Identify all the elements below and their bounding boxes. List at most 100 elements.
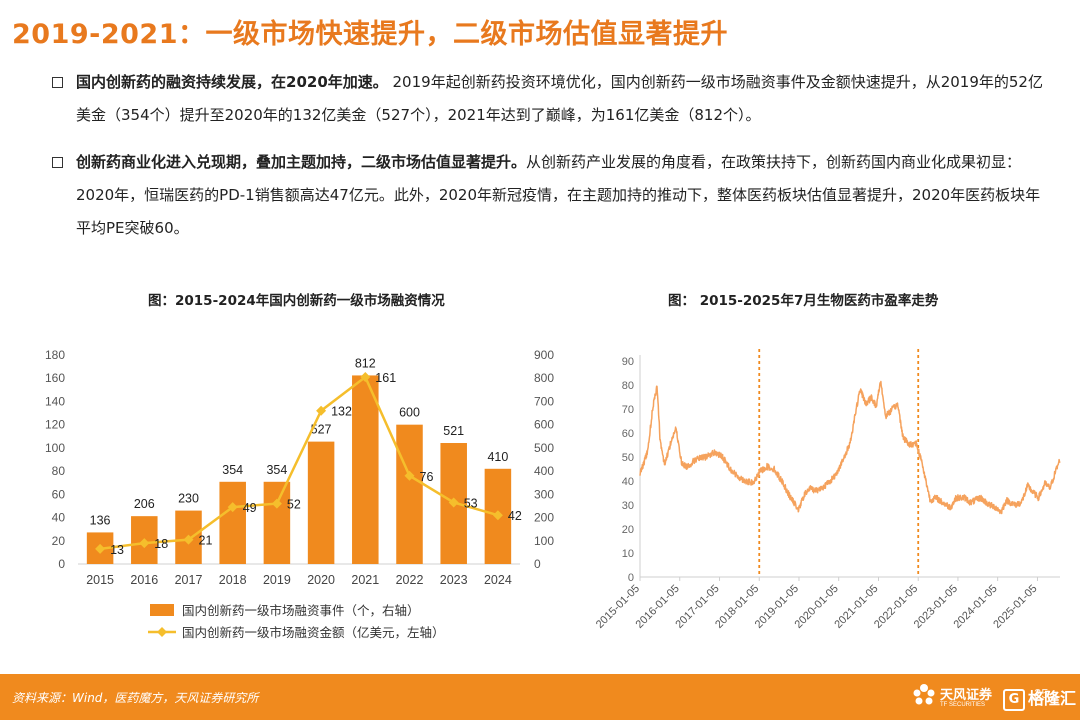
- y-left-tick-label: 140: [45, 394, 65, 408]
- x-tick-label: 2023: [440, 573, 468, 587]
- bar-data-label: 410: [487, 450, 508, 464]
- bar: [263, 481, 291, 564]
- legend-bar-label: 国内创新药一级市场融资事件（个，右轴）: [182, 603, 420, 618]
- line-point: [183, 534, 194, 545]
- line-point: [95, 543, 106, 554]
- bar: [307, 441, 335, 564]
- x-tick-label: 2022: [396, 573, 424, 587]
- x-tick-label: 2021: [351, 573, 379, 587]
- x-tick-label: 2016: [130, 573, 158, 587]
- y-left-tick-label: 60: [52, 487, 66, 501]
- line-point: [271, 498, 282, 509]
- line-point: [316, 405, 327, 416]
- y-right-tick-label: 700: [534, 394, 554, 408]
- pe-line: [639, 380, 1061, 515]
- y-tick-label: 50: [622, 452, 634, 464]
- brand-name-en: TF SECURITIES: [940, 702, 986, 708]
- bar-data-label: 230: [178, 492, 199, 506]
- bar-data-label: 812: [355, 356, 376, 370]
- footer-bar: 资料来源：Wind，医药魔方，天风证券研究所 天风证券 TF SECURITIE…: [0, 674, 1080, 720]
- bar-data-label: 521: [443, 424, 464, 438]
- line-point: [227, 502, 238, 513]
- y-left-tick-label: 120: [45, 418, 65, 432]
- y-left-tick-label: 0: [58, 557, 65, 571]
- legend-line-label: 国内创新药一级市场融资金额（亿美元，左轴）: [182, 625, 445, 640]
- line-data-label: 49: [243, 501, 257, 515]
- y-tick-label: 90: [622, 356, 634, 368]
- y-tick-label: 0: [628, 572, 634, 584]
- line-point: [360, 372, 371, 383]
- bar-data-label: 136: [90, 513, 111, 527]
- brand2-name: 格隆汇: [1028, 689, 1077, 708]
- y-right-tick-label: 300: [534, 487, 554, 501]
- line-point: [139, 538, 150, 549]
- x-tick-label: 2019: [263, 573, 291, 587]
- line-point: [448, 497, 459, 508]
- bar: [396, 424, 423, 564]
- bar-data-label: 354: [222, 463, 243, 477]
- line-data-label: 161: [375, 371, 396, 385]
- g-logo-icon: G: [1003, 688, 1025, 711]
- pe-chart: 01020304050607080902015-01-052016-01-052…: [594, 349, 1061, 631]
- y-tick-label: 30: [622, 500, 634, 512]
- bar: [352, 375, 379, 564]
- square-bullet-icon: [52, 77, 63, 88]
- x-tick-label: 2025-01-05: [991, 583, 1039, 631]
- slide-title: 2019-2021：一级市场快速提升，二级市场估值显著提升: [12, 19, 728, 50]
- y-right-tick-label: 800: [534, 371, 554, 385]
- pe-chart-title: 图： 2015-2025年7月生物医药市盈率走势: [668, 293, 939, 309]
- y-tick-label: 20: [622, 524, 634, 536]
- bullet-body: 2019年起创新药投资环境优化，国内创新药一级市场融资事件及金额快速提升，从20…: [76, 73, 1043, 124]
- x-tick-label: 2015: [86, 573, 114, 587]
- bar-data-label: 206: [134, 497, 155, 511]
- line-data-label: 76: [420, 470, 434, 484]
- y-left-tick-label: 160: [45, 371, 65, 385]
- line-data-label: 132: [331, 405, 352, 419]
- x-tick-label: 2017: [175, 573, 203, 587]
- bar-data-label: 600: [399, 406, 420, 420]
- y-right-tick-label: 600: [534, 418, 554, 432]
- y-right-tick-label: 900: [534, 348, 554, 362]
- y-right-tick-label: 0: [534, 557, 541, 571]
- y-left-tick-label: 100: [45, 441, 65, 455]
- y-tick-label: 60: [622, 428, 634, 440]
- bar-data-label: 527: [311, 423, 332, 437]
- line-data-label: 52: [287, 498, 301, 512]
- y-tick-label: 10: [622, 548, 634, 560]
- financing-chart-title: 图：2015-2024年国内创新药一级市场融资情况: [148, 293, 445, 309]
- brand-name-cn: 天风证券: [940, 688, 993, 703]
- bullet-lead: 国内创新药的融资持续发展，在2020年加速。: [76, 73, 388, 91]
- bullet-item-valuation: 创新药商业化进入兑现期，叠加主题加持，二级市场估值显著提升。从创新药产业发展的角…: [42, 146, 1052, 245]
- y-tick-label: 70: [622, 404, 634, 416]
- amount-line: [99, 375, 499, 551]
- flower-icon: [913, 684, 935, 705]
- y-left-tick-label: 20: [52, 534, 66, 548]
- y-tick-label: 80: [622, 380, 634, 392]
- x-tick-label: 2024: [484, 573, 512, 587]
- y-tick-label: 40: [622, 476, 634, 488]
- tf-securities-logo: 天风证券 TF SECURITIES: [912, 682, 992, 713]
- line-data-label: 21: [199, 534, 213, 548]
- y-right-tick-label: 400: [534, 464, 554, 478]
- y-right-tick-label: 100: [534, 534, 554, 548]
- bullet-body: 从创新药产业发展的角度看，在政策扶持下，创新药国内商业化成果初显：2020年，恒…: [76, 153, 1041, 237]
- line-data-label: 42: [508, 509, 522, 523]
- gelonghui-logo: G 格隆汇: [1003, 685, 1076, 711]
- bullet-lead: 创新药商业化进入兑现期，叠加主题加持，二级市场估值显著提升。: [76, 153, 527, 171]
- y-left-tick-label: 80: [52, 464, 66, 478]
- line-data-label: 13: [110, 543, 124, 557]
- bar: [219, 481, 246, 564]
- bar-data-label: 354: [266, 463, 287, 477]
- x-tick-label: 2018: [219, 573, 247, 587]
- y-left-tick-label: 180: [45, 348, 65, 362]
- x-tick-label: 2020: [307, 573, 335, 587]
- bullet-item-financing: 国内创新药的融资持续发展，在2020年加速。 2019年起创新药投资环境优化，国…: [42, 66, 1052, 132]
- y-right-tick-label: 500: [534, 441, 554, 455]
- legend-line-marker: [157, 627, 167, 637]
- line-data-label: 53: [464, 496, 478, 510]
- line-point: [404, 470, 415, 481]
- line-point: [492, 510, 503, 521]
- financing-chart: 0 20 40 60 80 100 120 140 160 180 0 100 200 300 400 500…: [45, 348, 554, 640]
- square-bullet-icon: [52, 157, 63, 168]
- source-note: 资料来源：Wind，医药魔方，天风证券研究所: [12, 691, 259, 705]
